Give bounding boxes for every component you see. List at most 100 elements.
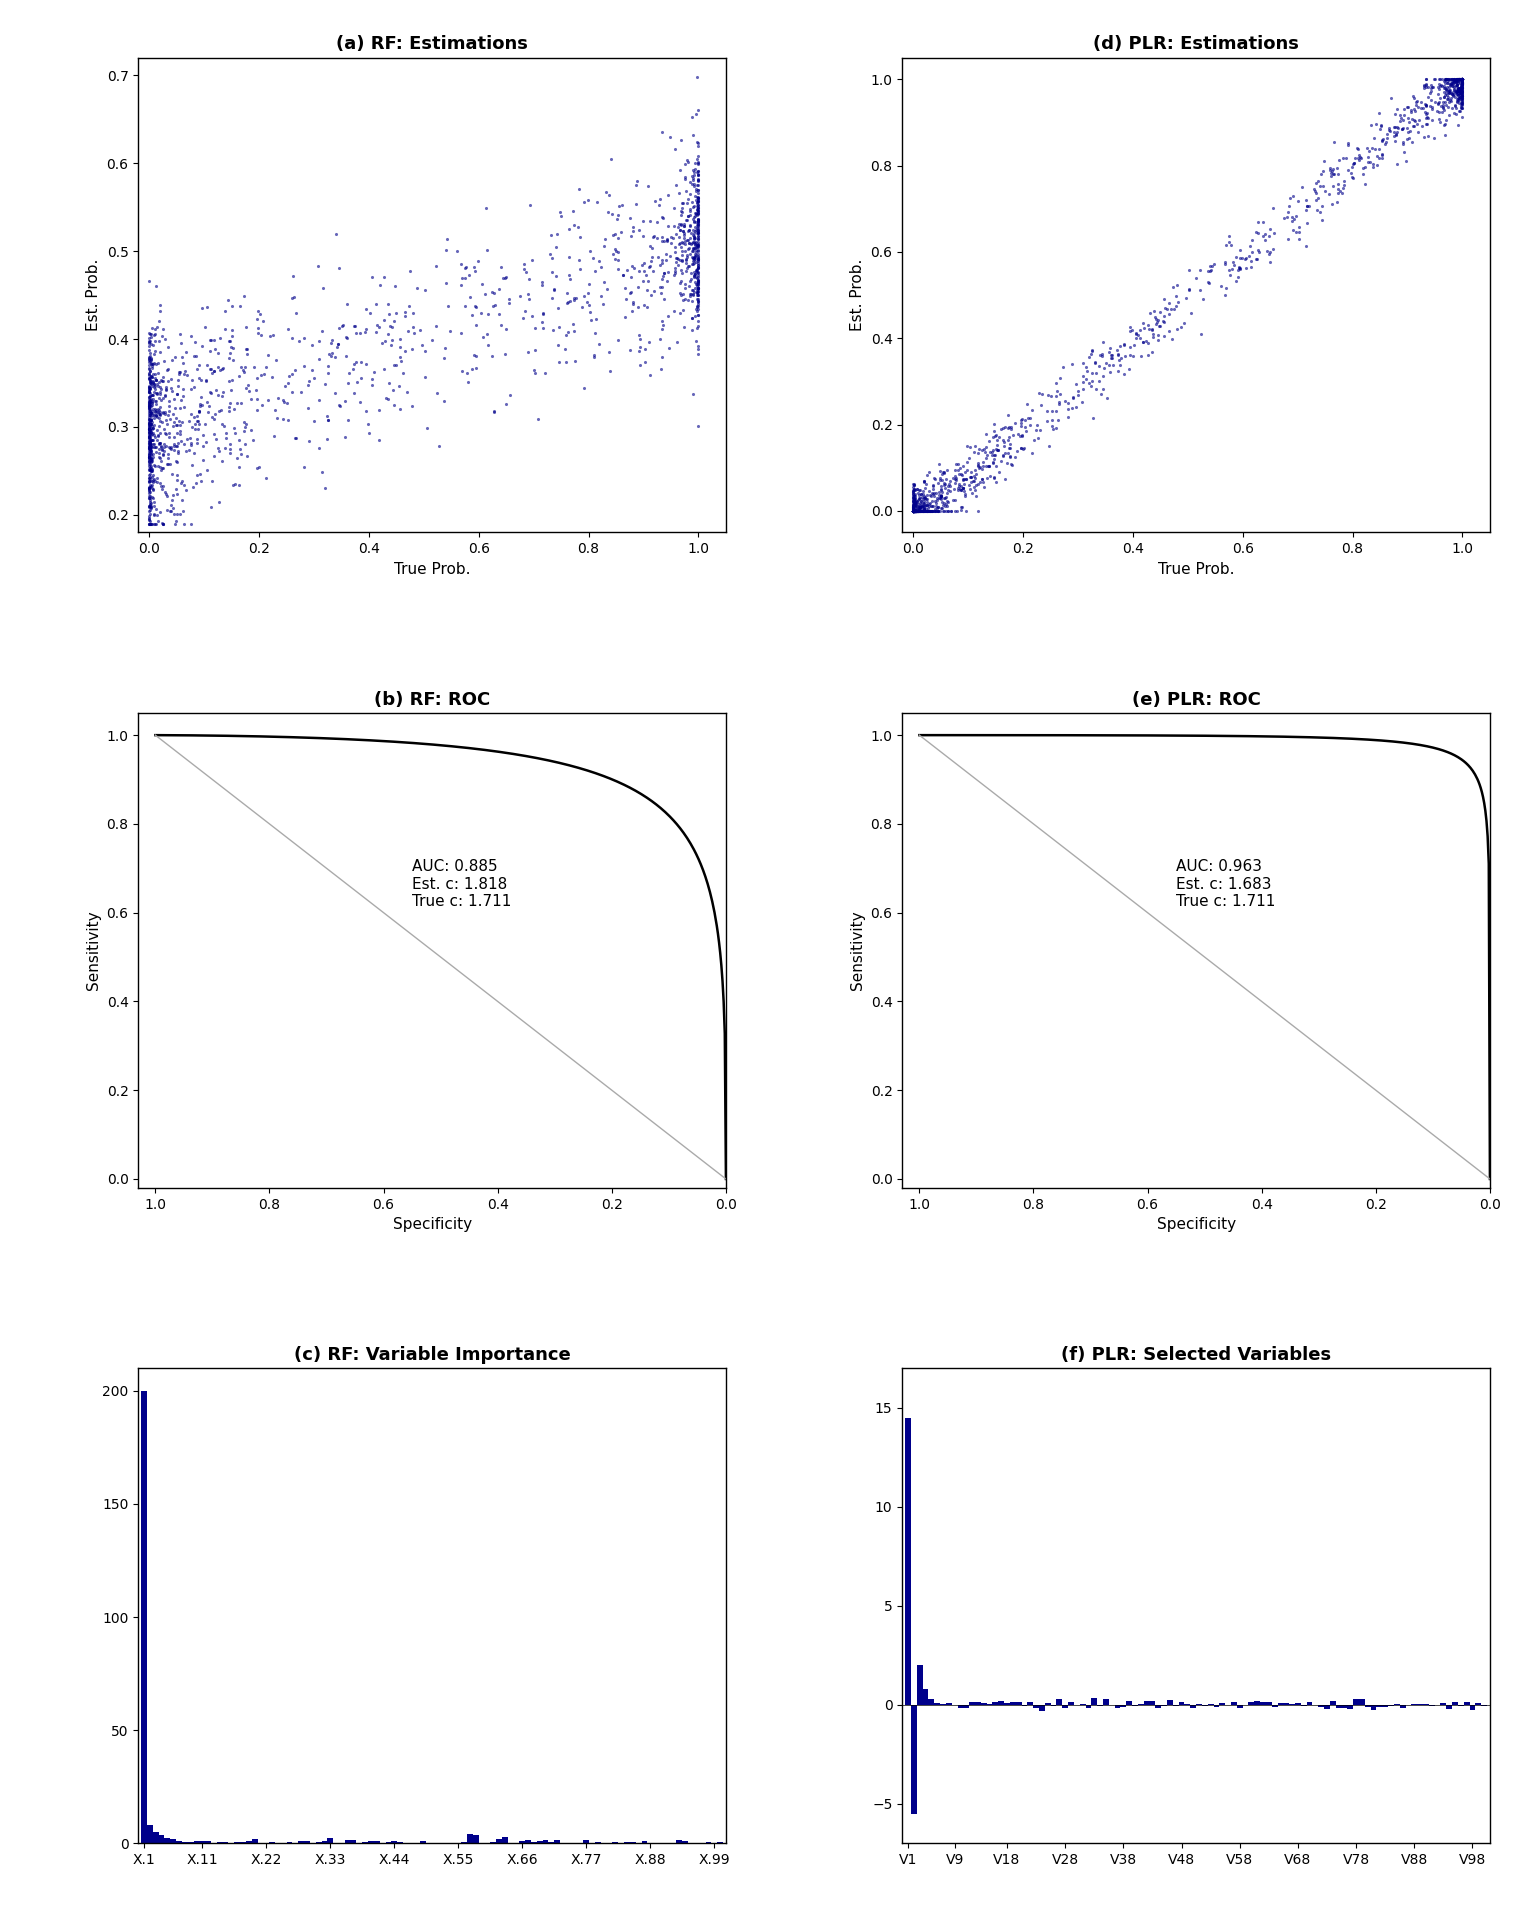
Point [263,344,287,374]
Point [664,326,688,357]
Point [333,321,358,351]
Point [1444,77,1468,108]
Point [641,232,665,263]
Point [687,177,711,207]
Point [668,154,693,184]
Point [642,275,667,305]
Point [1450,67,1475,98]
Point [687,163,711,194]
Point [903,495,928,526]
Point [1448,83,1473,113]
Bar [1230,1701,1236,1705]
Point [902,495,926,526]
Point [444,234,468,265]
Point [1369,140,1393,171]
Point [1450,77,1475,108]
Point [685,257,710,288]
Point [1448,63,1473,94]
Point [137,476,161,507]
Point [902,476,926,507]
Point [1330,179,1355,209]
Point [991,424,1015,455]
Point [1450,63,1475,94]
Point [140,472,164,503]
Point [903,495,928,526]
Point [217,344,241,374]
Point [932,457,957,488]
Point [1430,71,1455,102]
Point [217,396,241,426]
Point [1384,121,1409,152]
Point [558,263,582,294]
Point [313,369,338,399]
Point [319,324,344,355]
Point [137,495,161,526]
Point [905,495,929,526]
Point [149,321,174,351]
Point [160,480,184,511]
Point [1336,131,1361,161]
Point [903,495,928,526]
Point [948,459,972,490]
Point [902,495,926,526]
Point [343,311,367,342]
Point [137,353,161,384]
Point [687,213,711,244]
Point [670,188,694,219]
Point [676,240,700,271]
Point [169,467,194,497]
Point [157,417,181,447]
Point [210,353,235,384]
Bar [1382,1705,1389,1707]
Point [917,457,942,488]
Point [140,428,164,459]
Point [1410,111,1435,142]
Bar [467,1834,473,1843]
Point [1450,63,1475,94]
Point [1098,357,1123,388]
Point [637,205,662,236]
Point [630,205,654,236]
Point [137,365,161,396]
Point [137,482,161,513]
Point [1138,298,1163,328]
Point [684,246,708,276]
Point [1080,334,1104,365]
Point [957,444,982,474]
Point [1450,69,1475,100]
Point [138,432,163,463]
Point [687,242,711,273]
Point [137,440,161,470]
Point [912,472,937,503]
Point [667,207,691,238]
Point [902,495,926,526]
Point [198,324,223,355]
Point [154,371,178,401]
Point [617,334,642,365]
Point [456,259,481,290]
Point [138,426,163,457]
Point [684,211,708,242]
Point [926,492,951,522]
Point [1439,79,1464,109]
Point [300,330,324,361]
Point [946,455,971,486]
Point [1044,374,1069,405]
Point [1433,86,1458,117]
Point [1235,253,1260,284]
Point [561,309,585,340]
Point [687,146,711,177]
Point [687,276,711,307]
Point [376,367,401,397]
Point [685,194,710,225]
Point [982,440,1006,470]
Point [137,359,161,390]
Point [906,495,931,526]
Point [1450,63,1475,94]
Point [670,257,694,288]
Point [1439,67,1464,98]
Point [273,371,298,401]
Point [685,244,710,275]
Bar [1359,1699,1366,1705]
Point [330,309,355,340]
